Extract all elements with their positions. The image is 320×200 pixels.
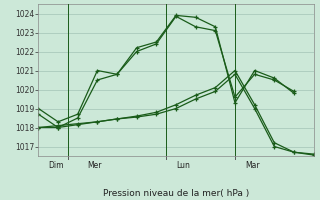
Text: Mar: Mar <box>245 161 260 170</box>
Text: Pression niveau de la mer( hPa ): Pression niveau de la mer( hPa ) <box>103 189 249 198</box>
Text: Lun: Lun <box>176 161 190 170</box>
Text: Mer: Mer <box>88 161 102 170</box>
Text: Dim: Dim <box>48 161 64 170</box>
